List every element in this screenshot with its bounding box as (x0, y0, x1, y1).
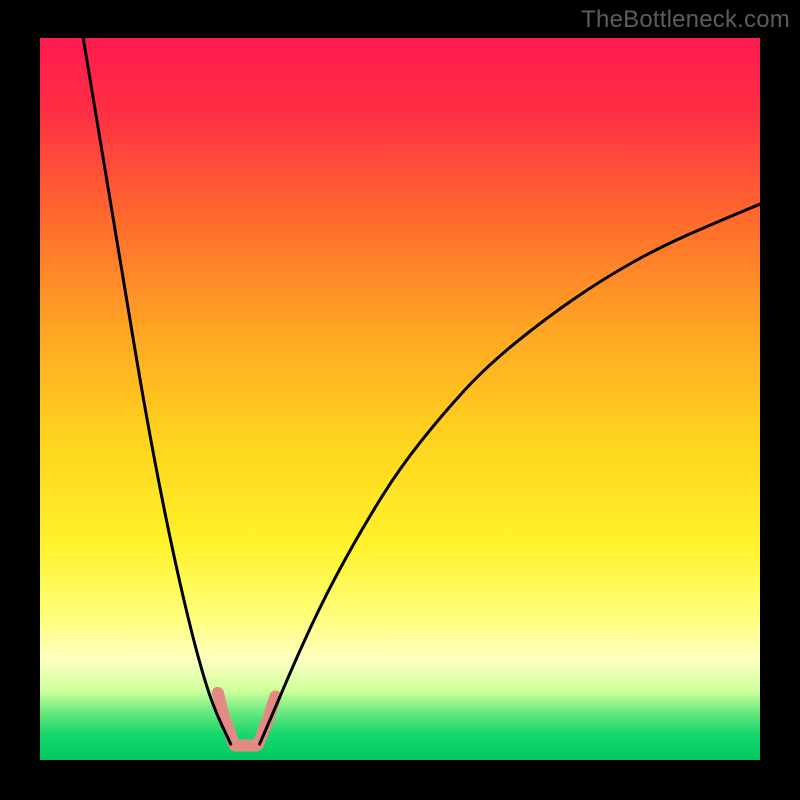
watermark-text: TheBottleneck.com (581, 6, 790, 34)
bottleneck-chart (0, 0, 800, 800)
chart-container: TheBottleneck.com (0, 0, 800, 800)
plot-background-gradient (40, 38, 760, 760)
